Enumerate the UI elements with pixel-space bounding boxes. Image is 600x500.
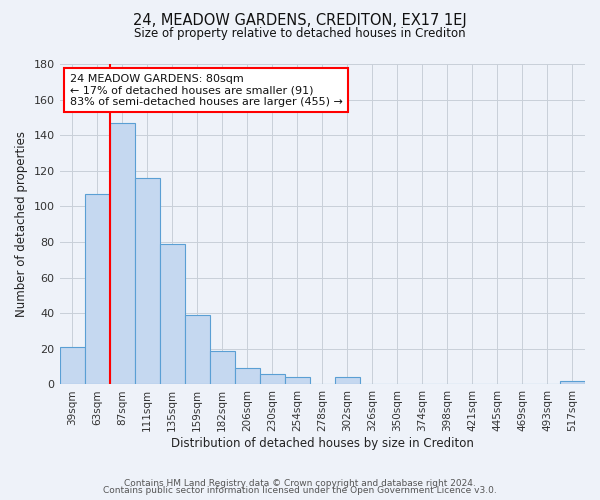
Text: Contains public sector information licensed under the Open Government Licence v3: Contains public sector information licen… — [103, 486, 497, 495]
Bar — [235, 368, 260, 384]
Bar — [110, 123, 134, 384]
Bar — [560, 381, 585, 384]
Bar — [134, 178, 160, 384]
Bar — [209, 350, 235, 384]
Bar — [160, 244, 185, 384]
Text: Size of property relative to detached houses in Crediton: Size of property relative to detached ho… — [134, 28, 466, 40]
Text: 24, MEADOW GARDENS, CREDITON, EX17 1EJ: 24, MEADOW GARDENS, CREDITON, EX17 1EJ — [133, 12, 467, 28]
Bar — [335, 378, 360, 384]
Text: 24 MEADOW GARDENS: 80sqm
← 17% of detached houses are smaller (91)
83% of semi-d: 24 MEADOW GARDENS: 80sqm ← 17% of detach… — [70, 74, 343, 107]
Bar — [85, 194, 110, 384]
Bar — [185, 315, 209, 384]
Text: Contains HM Land Registry data © Crown copyright and database right 2024.: Contains HM Land Registry data © Crown c… — [124, 478, 476, 488]
Bar — [285, 378, 310, 384]
X-axis label: Distribution of detached houses by size in Crediton: Distribution of detached houses by size … — [171, 437, 474, 450]
Bar — [260, 374, 285, 384]
Y-axis label: Number of detached properties: Number of detached properties — [15, 131, 28, 317]
Bar — [59, 347, 85, 385]
